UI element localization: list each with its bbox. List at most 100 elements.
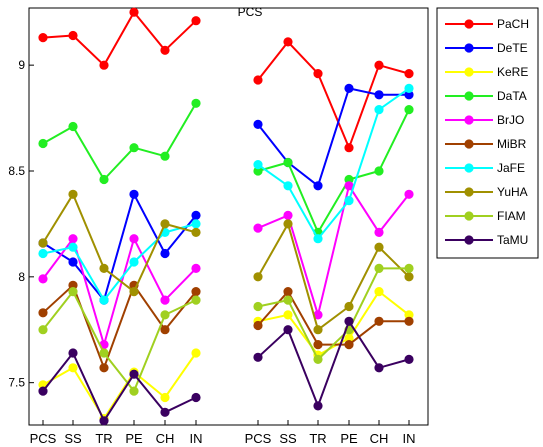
legend-label-kere: KeRE	[497, 65, 528, 79]
series-line-fiam	[257, 267, 409, 361]
data-point-mibr	[404, 316, 414, 326]
data-point-jafe	[283, 181, 293, 191]
data-point-pach	[283, 37, 293, 47]
legend-label-data: DaTA	[497, 89, 527, 103]
data-point-yuha	[38, 238, 48, 248]
series-line-dete	[42, 193, 197, 302]
legend-swatch-marker	[464, 19, 474, 29]
legend-swatch-marker	[464, 43, 474, 53]
data-point-mibr	[344, 339, 354, 350]
series-line-mibr	[42, 284, 197, 369]
data-point-mibr	[283, 286, 293, 297]
x-tick-label: CH	[370, 431, 389, 446]
data-point-fiam	[68, 286, 78, 297]
data-point-brjo	[191, 263, 201, 273]
data-point-jafe	[68, 242, 78, 252]
data-point-dete	[68, 257, 78, 267]
series-line-kere	[42, 352, 197, 420]
data-point-pach	[404, 69, 414, 79]
data-point-tamu	[344, 316, 354, 326]
data-point-pach	[344, 143, 354, 153]
data-point-fiam	[404, 263, 414, 273]
data-point-kere	[68, 363, 78, 373]
series-line-data	[42, 102, 197, 181]
legend-swatch-marker	[464, 115, 474, 125]
data-point-data	[38, 138, 48, 149]
data-point-yuha	[374, 242, 384, 252]
series-line-data	[257, 109, 410, 234]
series-lines-layer	[38, 7, 414, 426]
x-tick-label: TR	[95, 431, 112, 446]
data-point-tamu	[283, 325, 293, 335]
series-line-brjo	[257, 184, 410, 316]
data-point-pach	[160, 45, 170, 55]
legend-swatch-marker	[464, 187, 474, 197]
series-line-brjo	[42, 237, 197, 346]
data-point-data	[191, 98, 201, 108]
x-tick-label: IN	[190, 431, 203, 446]
data-point-kere	[374, 286, 384, 297]
legend-label-yuha: YuHA	[497, 185, 528, 199]
data-point-data	[99, 174, 109, 185]
data-point-fiam	[253, 301, 263, 312]
data-point-data	[68, 121, 78, 132]
series-line-jafe	[257, 87, 410, 240]
data-point-yuha	[68, 189, 78, 199]
data-point-jafe	[129, 257, 139, 267]
x-tick-label: SS	[279, 431, 297, 446]
data-point-data	[404, 105, 414, 115]
chart-title: PCS	[238, 5, 263, 19]
data-point-pach	[253, 75, 263, 85]
data-point-brjo	[38, 274, 48, 284]
data-point-yuha	[344, 301, 354, 312]
legend-label-dete: DeTE	[497, 41, 528, 55]
data-point-pach	[68, 30, 78, 41]
data-point-jafe	[404, 83, 414, 94]
data-point-mibr	[191, 286, 201, 297]
data-point-brjo	[374, 227, 384, 237]
data-point-jafe	[374, 105, 384, 115]
data-point-brjo	[68, 234, 78, 244]
data-point-tamu	[253, 352, 263, 362]
data-point-tamu	[313, 401, 323, 411]
data-point-yuha	[160, 219, 170, 229]
data-point-tamu	[160, 407, 170, 417]
data-point-dete	[374, 90, 384, 100]
data-point-fiam	[38, 325, 48, 335]
data-point-mibr	[313, 339, 323, 350]
data-point-jafe	[191, 219, 201, 229]
legend-label-jafe: JaFE	[497, 161, 525, 175]
data-point-dete	[160, 248, 170, 259]
data-point-tamu	[38, 386, 48, 396]
data-point-dete	[129, 189, 139, 199]
data-point-tamu	[404, 354, 414, 364]
legend-swatch-marker	[464, 211, 474, 221]
data-point-yuha	[99, 263, 109, 273]
legend-label-pach: PaCH	[497, 17, 529, 31]
series-line-tamu	[42, 352, 197, 422]
axes-layer: 7.5 8 8.5 9 PCS SS TR PE CH IN PCS SS TR PE CH IN	[8, 58, 415, 446]
data-point-jafe	[313, 234, 323, 244]
data-point-brjo	[253, 223, 263, 233]
data-point-tamu	[374, 363, 384, 373]
y-tick-label: 8	[18, 270, 25, 284]
x-tick-label: SS	[64, 431, 82, 446]
data-point-pach	[129, 7, 139, 17]
x-tick-label: PE	[125, 431, 143, 446]
y-tick-label: 8.5	[8, 164, 25, 178]
data-point-fiam	[99, 348, 109, 358]
data-point-kere	[191, 348, 201, 358]
legend-swatch-marker	[464, 139, 474, 149]
data-point-pach	[38, 32, 48, 43]
data-point-jafe	[253, 160, 263, 170]
data-point-tamu	[129, 369, 139, 379]
legend-swatch-marker	[464, 163, 474, 173]
data-point-pach	[99, 60, 109, 70]
data-point-yuha	[191, 227, 201, 237]
data-point-brjo	[160, 295, 170, 305]
series-line-pach	[42, 11, 197, 67]
data-point-pach	[313, 69, 323, 79]
data-point-mibr	[374, 316, 384, 326]
series-line-yuha	[42, 193, 197, 293]
data-point-mibr	[160, 325, 170, 335]
